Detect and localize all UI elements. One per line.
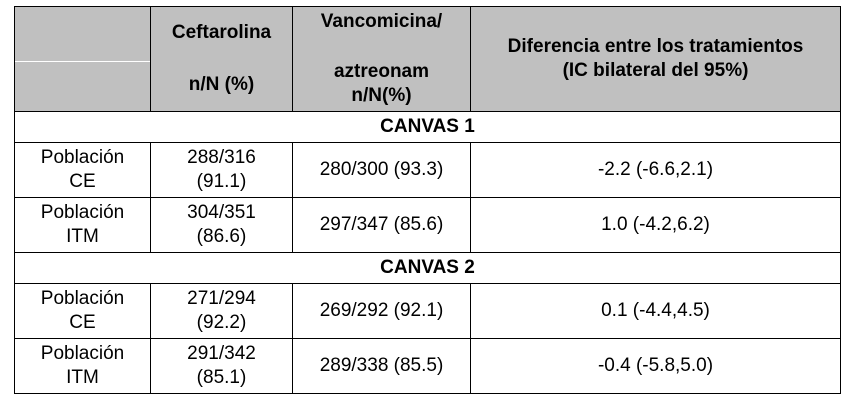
population-label: Población	[40, 288, 125, 309]
ceftarolina-count: 304/351	[187, 202, 256, 223]
header-vanco-unit: n/N(%)	[351, 85, 412, 106]
table-row: Población CE 271/294 (92.2) 269/292 (92.…	[14, 283, 841, 339]
header-ceftarolina: Ceftarolina n/N (%)	[150, 6, 293, 112]
population-cell: Población ITM	[14, 197, 151, 253]
vanco-cell: 280/300 (93.3)	[292, 142, 471, 198]
population-type: CE	[69, 312, 96, 333]
diff-cell: 1.0 (-4.2,6.2)	[470, 197, 841, 253]
population-type: ITM	[66, 226, 99, 247]
section-title: CANVAS 1	[14, 111, 841, 143]
population-label: Población	[40, 147, 125, 168]
population-cell: Población ITM	[14, 338, 151, 394]
ceftarolina-count: 271/294	[187, 288, 256, 309]
population-cell: Población CE	[14, 283, 151, 339]
ceftarolina-cell: 271/294 (92.2)	[150, 283, 293, 339]
header-diff-title: Diferencia entre los tratamientos	[507, 36, 804, 57]
header-vanco-title2: aztreonam	[333, 61, 430, 82]
table-row: Población ITM 304/351 (86.6) 297/347 (85…	[14, 197, 841, 253]
header-stub-cell	[14, 6, 151, 112]
header-ceftarolina-title: Ceftarolina	[171, 22, 272, 43]
ceftarolina-count: 291/342	[187, 343, 256, 364]
vanco-cell: 289/338 (85.5)	[292, 338, 471, 394]
ceftarolina-cell: 304/351 (86.6)	[150, 197, 293, 253]
header-vancomicina: Vancomicina/ aztreonam n/N(%)	[292, 6, 471, 112]
table-row: Población ITM 291/342 (85.1) 289/338 (85…	[14, 338, 841, 394]
vanco-cell: 297/347 (85.6)	[292, 197, 471, 253]
population-label: Población	[40, 202, 125, 223]
section-title: CANVAS 2	[14, 252, 841, 284]
ceftarolina-count: 288/316	[187, 147, 256, 168]
table-row: Población CE 288/316 (91.1) 280/300 (93.…	[14, 142, 841, 198]
section-row-canvas-1: CANVAS 1	[14, 111, 841, 143]
header-vanco-title: Vancomicina/	[320, 11, 443, 32]
ceftarolina-cell: 288/316 (91.1)	[150, 142, 293, 198]
population-type: CE	[69, 171, 96, 192]
header-ceftarolina-unit: n/N (%)	[188, 74, 255, 95]
diff-cell: -0.4 (-5.8,5.0)	[470, 338, 841, 394]
vanco-cell: 269/292 (92.1)	[292, 283, 471, 339]
diff-cell: -2.2 (-6.6,2.1)	[470, 142, 841, 198]
population-label: Población	[40, 343, 125, 364]
ceftarolina-percent: (91.1)	[196, 171, 247, 192]
ceftarolina-cell: 291/342 (85.1)	[150, 338, 293, 394]
ceftarolina-percent: (92.2)	[196, 312, 247, 333]
population-cell: Población CE	[14, 142, 151, 198]
header-diferencia: Diferencia entre los tratamientos (IC bi…	[470, 6, 841, 112]
population-type: ITM	[66, 367, 99, 388]
diff-cell: 0.1 (-4.4,4.5)	[470, 283, 841, 339]
header-diff-ci: (IC bilateral del 95%)	[562, 60, 749, 81]
results-table: Ceftarolina n/N (%) Vancomicina/ aztreon…	[14, 6, 841, 394]
ceftarolina-percent: (85.1)	[196, 367, 247, 388]
header-row: Ceftarolina n/N (%) Vancomicina/ aztreon…	[14, 6, 841, 112]
ceftarolina-percent: (86.6)	[196, 226, 247, 247]
section-row-canvas-2: CANVAS 2	[14, 252, 841, 284]
